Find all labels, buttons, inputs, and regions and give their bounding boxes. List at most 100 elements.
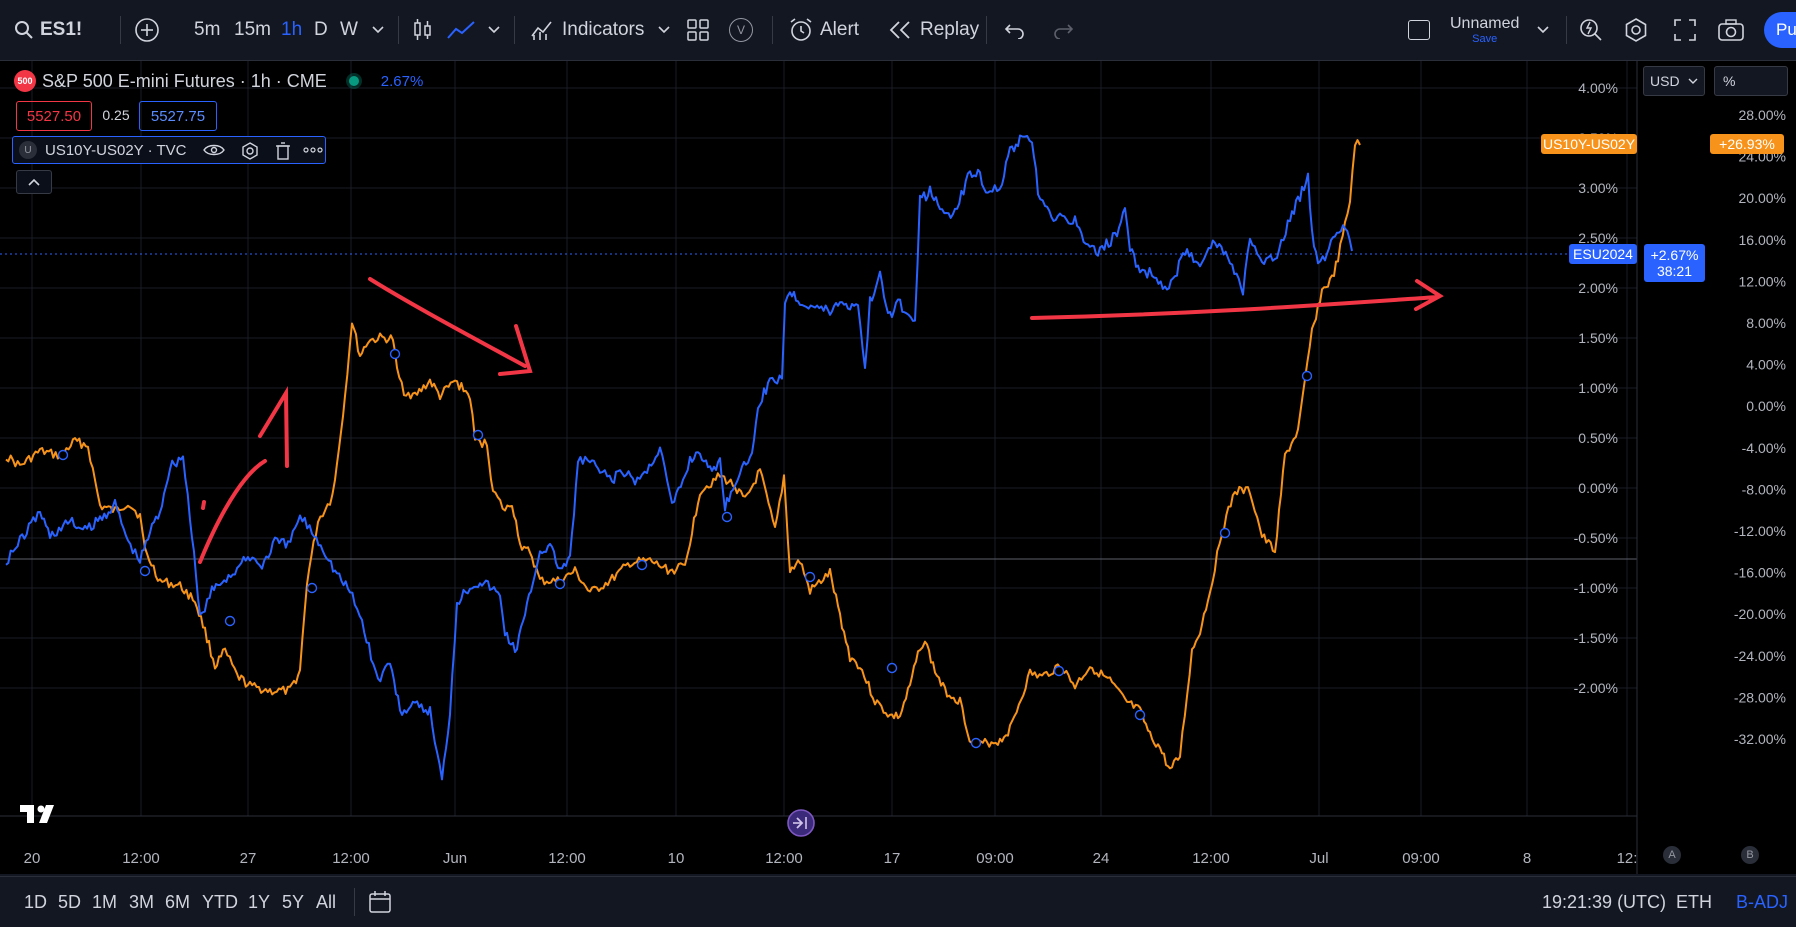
left-axis-tick-label: 4.00%: [1578, 80, 1618, 96]
interval-1h[interactable]: 1h: [281, 19, 303, 40]
symbol-search-button[interactable]: ES1!: [14, 0, 82, 60]
candlestick-icon: [414, 19, 431, 40]
main-series-price-label: +2.67% 38:21: [1644, 244, 1705, 282]
indicators-dropdown[interactable]: [658, 0, 670, 60]
time-axis-tick-label: 24: [1093, 850, 1110, 867]
drawing-arrow-right[interactable]: [1030, 279, 1444, 320]
more-icon[interactable]: [303, 147, 323, 153]
collapse-legend-button[interactable]: [16, 170, 52, 194]
scale-mode-select[interactable]: %: [1714, 66, 1788, 96]
gear-icon[interactable]: [241, 142, 259, 160]
left-axis-tick-label: 2.00%: [1578, 280, 1618, 296]
interval-w[interactable]: W: [340, 19, 358, 40]
time-axis-tick-label: 12:00: [332, 850, 370, 867]
session-button[interactable]: ETH: [1676, 891, 1712, 912]
fullscreen-button[interactable]: [1674, 0, 1696, 60]
scroll-to-realtime-button[interactable]: [787, 809, 815, 837]
templates-button[interactable]: V: [729, 0, 753, 60]
event-marker: [139, 565, 151, 577]
time-axis-tick-label: Jun: [443, 850, 467, 867]
time-axis-tick-label: 12:00: [548, 850, 586, 867]
series-line-us10y-us02y[interactable]: [5, 139, 1361, 770]
left-axis-tick-label: 0.50%: [1578, 430, 1618, 446]
time-axis-tick-label: 12:: [1617, 850, 1638, 867]
snapshot-button[interactable]: [1718, 0, 1744, 60]
time-axis-tick-label: 8: [1523, 850, 1531, 867]
time-axis-tick-label: 12:00: [765, 850, 803, 867]
interval-15m[interactable]: 15m: [234, 19, 271, 40]
market-open-status-dot[interactable]: [348, 76, 359, 86]
interval-5m[interactable]: 5m: [194, 19, 221, 40]
trash-icon[interactable]: [275, 142, 291, 160]
sell-price-button[interactable]: 5527.50: [16, 101, 92, 131]
replay-button[interactable]: Replay: [888, 0, 979, 60]
range-5y[interactable]: 5Y: [282, 891, 305, 912]
quick-search-button[interactable]: [1578, 0, 1604, 60]
price-chart[interactable]: 4.00%3.50%3.00%2.50%2.00%1.50%1.00%0.50%…: [0, 61, 1796, 874]
compare-series-legend[interactable]: U US10Y-US02Y · TVC: [12, 136, 326, 164]
compare-symbol-logo-icon: U: [19, 141, 37, 159]
layout-checkbox[interactable]: [1408, 0, 1430, 60]
event-marker: [224, 615, 236, 627]
range-ytd[interactable]: YTD: [202, 891, 238, 912]
chevron-down-icon: [488, 26, 500, 34]
undo-button[interactable]: [1004, 0, 1026, 60]
adjustment-button[interactable]: B-ADJ: [1736, 891, 1789, 912]
publish-button[interactable]: Pu: [1764, 12, 1796, 48]
alert-label: Alert: [820, 19, 860, 40]
event-marker: [57, 449, 69, 461]
auto-scale-button[interactable]: A: [1663, 846, 1681, 864]
left-axis-tick-label: 1.50%: [1578, 330, 1618, 346]
layout-save-label: Save: [1472, 32, 1498, 45]
layout-name-button[interactable]: Unnamed Save: [1450, 0, 1519, 60]
interval-dropdown[interactable]: [372, 0, 384, 60]
series-line-esu2024[interactable]: [5, 134, 1353, 781]
range-6m[interactable]: 6M: [165, 891, 191, 912]
drawing-arrow-down[interactable]: [368, 277, 533, 376]
chart-type-dropdown[interactable]: [488, 0, 500, 60]
interval-d[interactable]: D: [314, 19, 328, 40]
layouts-button[interactable]: [686, 0, 710, 60]
redo-button[interactable]: [1052, 0, 1074, 60]
event-markers: [57, 348, 1313, 749]
chart-area[interactable]: 4.00%3.50%3.00%2.50%2.00%1.50%1.00%0.50%…: [0, 61, 1796, 874]
buy-price-button[interactable]: 5527.75: [139, 101, 217, 131]
price-scale-background: [1637, 61, 1796, 874]
right-axis-tick-label: -4.00%: [1742, 440, 1786, 456]
line-type-button[interactable]: [446, 0, 476, 60]
chevron-up-icon: [28, 178, 40, 186]
compare-add-button[interactable]: [134, 0, 160, 60]
currency-select[interactable]: USD: [1643, 66, 1705, 96]
candles-type-button[interactable]: [412, 0, 434, 60]
indicators-button[interactable]: Indicators: [530, 0, 644, 60]
drawing-arrow-up[interactable]: [198, 385, 289, 564]
chevron-down-icon: [1537, 26, 1549, 34]
camera-icon: [1718, 19, 1744, 41]
alert-button[interactable]: Alert: [788, 0, 859, 60]
right-axis-tick-label: 20.00%: [1739, 190, 1786, 206]
gear-icon: [1625, 18, 1647, 42]
range-3m[interactable]: 3M: [129, 891, 155, 912]
main-series-legend[interactable]: 500 S&P 500 E-mini Futures · 1h · CME 2.…: [14, 70, 423, 92]
square-icon: [1408, 20, 1430, 40]
eye-icon[interactable]: [203, 143, 225, 157]
range-all[interactable]: All: [316, 891, 337, 912]
compare-series-tag: US10Y-US02Y: [1541, 134, 1637, 154]
left-axis-tick-label: -2.00%: [1574, 680, 1618, 696]
indicators-icon: [531, 21, 552, 40]
layout-dropdown[interactable]: [1537, 0, 1549, 60]
compare-series-title: US10Y-US02Y · TVC: [45, 141, 187, 159]
settings-button[interactable]: [1624, 0, 1648, 60]
timezone-button[interactable]: 19:21:39 (UTC): [1542, 891, 1667, 912]
goto-date-button[interactable]: [368, 877, 392, 927]
log-scale-button[interactable]: B: [1741, 846, 1759, 864]
range-1y[interactable]: 1Y: [248, 891, 271, 912]
right-axis-tick-label: -32.00%: [1734, 731, 1786, 747]
left-axis-tick-label: -1.50%: [1574, 630, 1618, 646]
event-marker: [306, 582, 318, 594]
range-1d[interactable]: 1D: [24, 891, 48, 912]
range-1m[interactable]: 1M: [92, 891, 118, 912]
time-axis-tick-label: 20: [24, 850, 41, 867]
range-5d[interactable]: 5D: [58, 891, 82, 912]
event-marker: [1053, 665, 1065, 677]
